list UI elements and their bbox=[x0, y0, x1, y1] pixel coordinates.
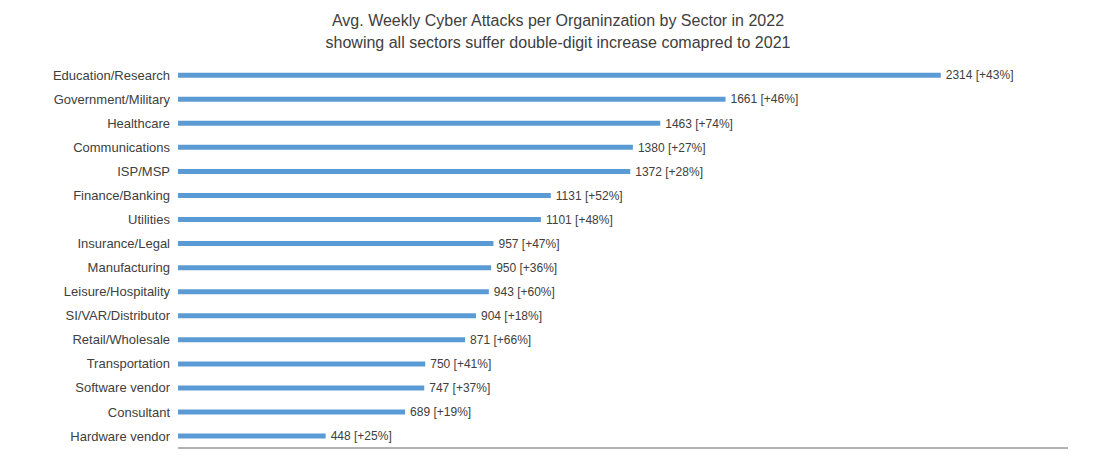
svg-text:747 [+37%]: 747 [+37%] bbox=[429, 381, 490, 395]
svg-text:904 [+18%]: 904 [+18%] bbox=[481, 309, 542, 323]
svg-text:Software vendor: Software vendor bbox=[75, 380, 170, 395]
svg-text:1463 [+74%]: 1463 [+74%] bbox=[665, 117, 733, 131]
svg-text:1372 [+28%]: 1372 [+28%] bbox=[635, 165, 703, 179]
svg-text:1131 [+52%]: 1131 [+52%] bbox=[556, 189, 623, 203]
svg-text:SI/VAR/Distributor: SI/VAR/Distributor bbox=[65, 308, 170, 323]
html-text:showing all sectors suffer dou: showing all sectors suffer double-digit … bbox=[325, 34, 791, 51]
svg-text:Education/Research: Education/Research bbox=[53, 68, 170, 83]
svg-text:Communications: Communications bbox=[73, 140, 170, 155]
svg-text:Government/Military: Government/Military bbox=[54, 92, 171, 107]
svg-text:689 [+19%]: 689 [+19%] bbox=[410, 405, 471, 419]
svg-text:1661 [+46%]: 1661 [+46%] bbox=[731, 92, 799, 106]
svg-text:Manufacturing: Manufacturing bbox=[88, 260, 170, 275]
svg-text:Transportation: Transportation bbox=[87, 356, 170, 371]
svg-text:2314 [+43%]: 2314 [+43%] bbox=[946, 68, 1014, 82]
svg-text:Utilities: Utilities bbox=[128, 212, 170, 227]
svg-text:Consultant: Consultant bbox=[108, 405, 171, 420]
svg-text:Hardware vendor: Hardware vendor bbox=[70, 429, 170, 444]
svg-text:943 [+60%]: 943 [+60%] bbox=[494, 285, 555, 299]
svg-text:Leisure/Hospitality: Leisure/Hospitality bbox=[64, 284, 171, 299]
svg-text:871 [+66%]: 871 [+66%] bbox=[470, 333, 531, 347]
svg-text:Insurance/Legal: Insurance/Legal bbox=[77, 236, 170, 251]
svg-text:Healthcare: Healthcare bbox=[107, 116, 170, 131]
svg-text:Retail/Wholesale: Retail/Wholesale bbox=[72, 332, 170, 347]
svg-text:1380 [+27%]: 1380 [+27%] bbox=[638, 141, 706, 155]
svg-text:750 [+41%]: 750 [+41%] bbox=[430, 357, 491, 371]
svg-text:950 [+36%]: 950 [+36%] bbox=[496, 261, 557, 275]
svg-text:ISP/MSP: ISP/MSP bbox=[117, 164, 170, 179]
svg-text:957 [+47%]: 957 [+47%] bbox=[498, 237, 559, 251]
svg-text:Finance/Banking: Finance/Banking bbox=[73, 188, 170, 203]
svg-text:1101 [+48%]: 1101 [+48%] bbox=[546, 213, 613, 227]
html-text:Avg. Weekly Cyber Attacks per: Avg. Weekly Cyber Attacks per Organinzat… bbox=[332, 12, 784, 29]
svg-text:448 [+25%]: 448 [+25%] bbox=[331, 429, 392, 443]
